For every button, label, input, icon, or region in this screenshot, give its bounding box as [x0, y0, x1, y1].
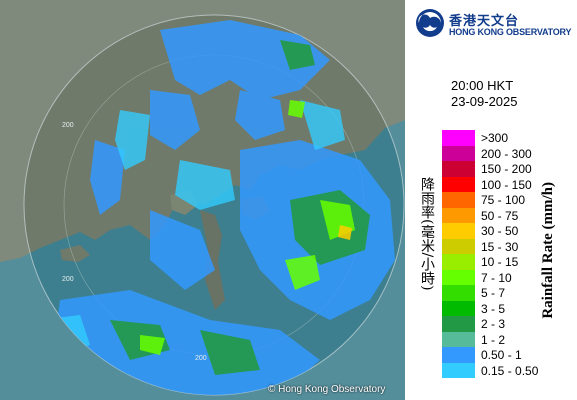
- legend-row: 1 - 2: [442, 331, 572, 347]
- legend-swatch: [442, 331, 475, 347]
- legend-title-chinese: 降雨率(毫米/小時): [419, 177, 435, 291]
- legend-swatch: [442, 192, 475, 208]
- radar-time: 20:00 HKT: [451, 78, 514, 93]
- legend-swatch: [442, 223, 475, 239]
- legend-swatch: [442, 347, 475, 363]
- legend-swatch: [442, 300, 475, 316]
- range-ring-label-left: 200: [62, 122, 74, 129]
- legend-range-label: 100 - 150: [481, 177, 532, 192]
- observatory-logo-icon: [416, 9, 444, 37]
- legend-swatch: [442, 269, 475, 285]
- legend-swatch: [442, 145, 475, 161]
- legend-swatch: [442, 161, 475, 177]
- legend-swatch: [442, 130, 475, 146]
- legend-swatch: [442, 316, 475, 332]
- legend-row: 5 - 7: [442, 285, 572, 301]
- legend-range-label: 5 - 7: [481, 286, 506, 300]
- legend-swatch: [442, 254, 475, 270]
- legend-title-english: Rainfall Rate (mm/h): [540, 182, 556, 319]
- radar-date: 23-09-2025: [451, 94, 518, 109]
- range-ring-label-bottom-left: 200: [62, 276, 74, 283]
- legend-row: 10 - 15: [442, 254, 572, 270]
- legend-row: 150 - 200: [442, 161, 572, 177]
- legend-range-label: 75 - 100: [481, 193, 526, 207]
- legend-swatch: [442, 362, 475, 378]
- map-copyright: © Hong Kong Observatory: [268, 384, 386, 395]
- legend-range-label: 50 - 75: [481, 208, 519, 223]
- legend-swatch: [442, 176, 475, 192]
- legend-swatch: [442, 285, 475, 301]
- legend-row: 3 - 5: [442, 300, 572, 316]
- legend-range-label: 7 - 10: [481, 270, 512, 285]
- legend-row: 2 - 3: [442, 316, 572, 332]
- legend-range-label: >300: [481, 131, 509, 145]
- legend-row: 0.15 - 0.50: [442, 362, 572, 378]
- legend-range-label: 3 - 5: [481, 301, 506, 316]
- logo-chinese-name: 香港天文台: [449, 14, 520, 29]
- rainfall-legend: >300 200 - 300 150 - 200 100 - 150 75 - 100 5…: [442, 130, 572, 378]
- legend-range-label: 1 - 2: [481, 332, 506, 347]
- legend-swatch: [442, 207, 475, 223]
- legend-range-label: 15 - 30: [481, 239, 519, 254]
- legend-row: 30 - 50: [442, 223, 572, 239]
- logo-english-name: HONG KONG OBSERVATORY: [449, 27, 572, 37]
- legend-range-label: 10 - 15: [481, 255, 519, 269]
- legend-row: 7 - 10: [442, 269, 572, 285]
- legend-row: 75 - 100: [442, 192, 572, 208]
- legend-range-label: 2 - 3: [481, 317, 506, 331]
- legend-row: 0.50 - 1: [442, 347, 572, 363]
- radar-map-canvas: 200 200 200: [0, 0, 405, 400]
- legend-row: 15 - 30: [442, 238, 572, 254]
- legend-range-label: 150 - 200: [481, 162, 532, 176]
- range-ring-label-bottom: 200: [195, 355, 207, 362]
- legend-range-label: 30 - 50: [481, 224, 519, 238]
- legend-row: >300: [442, 130, 572, 146]
- radar-map[interactable]: 200 200 200 © Hong Kong Observatory: [0, 0, 405, 400]
- rain-echo-layer: [40, 20, 395, 395]
- legend-row: 200 - 300: [442, 145, 572, 161]
- legend-row: 50 - 75: [442, 207, 572, 223]
- legend-row: 100 - 150: [442, 176, 572, 192]
- legend-range-label: 0.50 - 1: [481, 348, 522, 362]
- legend-range-label: 0.15 - 0.50: [481, 363, 539, 378]
- legend-range-label: 200 - 300: [481, 146, 532, 161]
- info-panel: 香港天文台 HONG KONG OBSERVATORY 20:00 HKT 23…: [405, 0, 577, 400]
- legend-swatch: [442, 238, 475, 254]
- observatory-logo[interactable]: 香港天文台 HONG KONG OBSERVATORY: [415, 8, 575, 38]
